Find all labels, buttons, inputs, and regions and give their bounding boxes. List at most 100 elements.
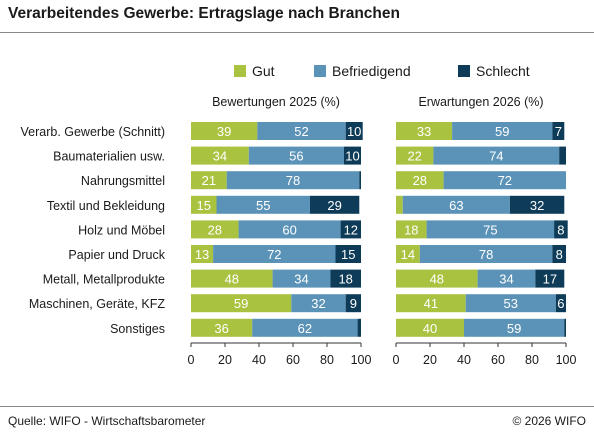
panel-title: Bewertungen 2025 (%) bbox=[212, 95, 340, 109]
data-label: 39 bbox=[217, 124, 231, 139]
category-label: Verarb. Gewerbe (Schnitt) bbox=[20, 125, 165, 139]
category-label: Metall, Metallprodukte bbox=[43, 273, 165, 287]
data-label: 74 bbox=[489, 149, 503, 164]
data-label: 72 bbox=[498, 173, 512, 188]
data-label: 28 bbox=[413, 173, 427, 188]
data-label: 75 bbox=[483, 222, 497, 237]
top-divider bbox=[0, 32, 594, 33]
bar-befriedigend bbox=[452, 122, 553, 140]
x-tick-label: 40 bbox=[457, 353, 471, 367]
bar-gut bbox=[191, 122, 258, 140]
bar-gut bbox=[396, 171, 444, 190]
bar-gut bbox=[396, 195, 403, 214]
data-label: 28 bbox=[208, 222, 222, 237]
bar-schlecht bbox=[330, 269, 361, 288]
data-label: 59 bbox=[234, 296, 248, 311]
bar-schlecht bbox=[564, 318, 566, 337]
data-label: 41 bbox=[424, 296, 438, 311]
data-label: 8 bbox=[557, 222, 564, 237]
data-label: 34 bbox=[294, 272, 308, 287]
data-label: 59 bbox=[495, 124, 509, 139]
data-label: 32 bbox=[311, 296, 325, 311]
bar-gut bbox=[191, 245, 214, 263]
bar-gut bbox=[396, 146, 434, 165]
x-tick-label: 0 bbox=[393, 353, 400, 367]
data-label: 9 bbox=[350, 296, 357, 311]
data-label: 8 bbox=[556, 247, 563, 262]
bar-befriedigend bbox=[216, 195, 310, 214]
bar-schlecht bbox=[344, 146, 361, 165]
bar-schlecht bbox=[535, 269, 565, 288]
legend-swatch-schlecht bbox=[458, 65, 470, 77]
bar-schlecht bbox=[340, 220, 361, 239]
legend-swatch-befriedigend bbox=[314, 65, 326, 77]
data-label: 36 bbox=[214, 321, 228, 336]
data-label: 14 bbox=[401, 247, 415, 262]
bar-gut bbox=[191, 318, 253, 337]
x-tick-label: 80 bbox=[525, 353, 539, 367]
bar-schlecht bbox=[555, 294, 566, 313]
category-label: Textil und Bekleidung bbox=[47, 199, 165, 213]
x-tick-label: 60 bbox=[286, 353, 300, 367]
category-label: Sonstiges bbox=[110, 322, 165, 336]
bar-schlecht bbox=[554, 220, 568, 239]
bar-schlecht bbox=[345, 294, 361, 313]
bar-befriedigend bbox=[291, 294, 346, 313]
legend-label-gut: Gut bbox=[252, 63, 275, 79]
data-label: 48 bbox=[430, 272, 444, 287]
x-tick-label: 20 bbox=[423, 353, 437, 367]
legend-label-schlecht: Schlecht bbox=[476, 63, 530, 79]
bar-befriedigend bbox=[272, 269, 331, 288]
bar-befriedigend bbox=[257, 122, 346, 140]
data-label: 6 bbox=[557, 296, 564, 311]
bar-gut bbox=[191, 171, 227, 190]
bar-schlecht bbox=[552, 122, 565, 140]
copyright-note: © 2026 WIFO bbox=[512, 414, 586, 428]
data-label: 18 bbox=[338, 272, 352, 287]
bar-schlecht bbox=[552, 245, 566, 263]
bar-befriedigend bbox=[402, 195, 510, 214]
category-label: Baumaterialien usw. bbox=[53, 150, 165, 164]
category-label: Holz und Möbel bbox=[78, 223, 165, 237]
x-tick-label: 0 bbox=[188, 353, 195, 367]
bar-befriedigend bbox=[213, 245, 336, 263]
data-label: 48 bbox=[225, 272, 239, 287]
bar-schlecht bbox=[335, 245, 361, 263]
bottom-divider bbox=[0, 406, 594, 407]
data-label: 12 bbox=[344, 222, 358, 237]
bar-befriedigend bbox=[465, 294, 556, 313]
x-tick-label: 40 bbox=[252, 353, 266, 367]
data-label: 17 bbox=[543, 272, 557, 287]
category-label: Nahrungsmittel bbox=[81, 174, 165, 188]
bar-gut bbox=[191, 269, 273, 288]
bar-befriedigend bbox=[419, 245, 553, 263]
bar-schlecht bbox=[310, 195, 360, 214]
source-note: Quelle: WIFO - Wirtschaftsbarometer bbox=[8, 414, 206, 428]
bar-befriedigend bbox=[477, 269, 536, 288]
data-label: 56 bbox=[289, 149, 303, 164]
data-label: 78 bbox=[286, 173, 300, 188]
data-label: 33 bbox=[417, 124, 431, 139]
data-label: 52 bbox=[294, 124, 308, 139]
x-tick-label: 20 bbox=[218, 353, 232, 367]
bar-gut bbox=[396, 245, 420, 263]
category-label: Papier und Druck bbox=[68, 248, 165, 262]
x-tick-label: 60 bbox=[491, 353, 505, 367]
data-label: 21 bbox=[202, 173, 216, 188]
bar-befriedigend bbox=[464, 318, 565, 337]
bar-gut bbox=[396, 294, 466, 313]
data-label: 34 bbox=[499, 272, 513, 287]
x-tick-label: 80 bbox=[320, 353, 334, 367]
bar-schlecht bbox=[559, 146, 566, 165]
bar-befriedigend bbox=[443, 171, 566, 190]
bar-befriedigend bbox=[426, 220, 555, 239]
data-label: 18 bbox=[404, 222, 418, 237]
bar-gut bbox=[191, 195, 217, 214]
bar-befriedigend bbox=[238, 220, 341, 239]
data-label: 53 bbox=[504, 296, 518, 311]
bar-schlecht bbox=[357, 318, 361, 337]
bar-befriedigend bbox=[252, 318, 358, 337]
bar-gut bbox=[396, 318, 464, 337]
data-label: 7 bbox=[555, 124, 562, 139]
bar-gut bbox=[191, 146, 249, 165]
